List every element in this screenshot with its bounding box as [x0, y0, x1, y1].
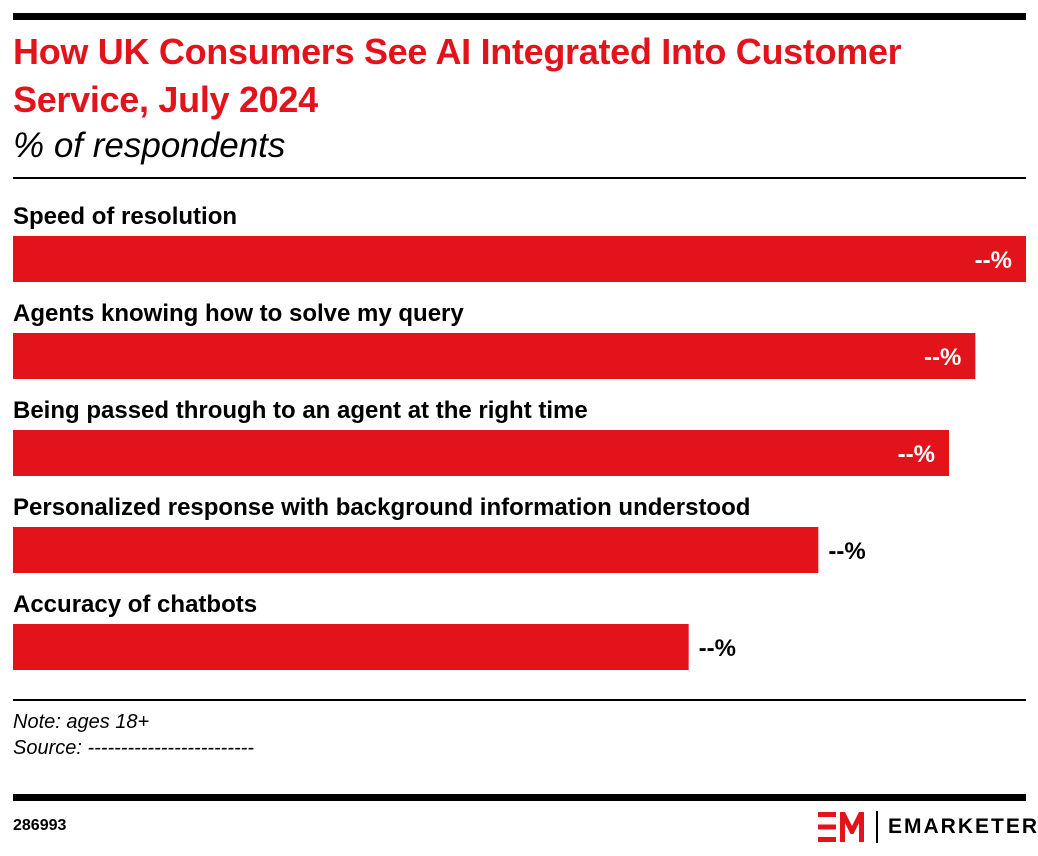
category-label: Personalized response with background in… — [13, 494, 750, 521]
value-label: --% — [975, 247, 1012, 274]
bar — [13, 236, 1026, 282]
bar-chart: Speed of resolution --% Agents knowing how… — [13, 203, 1026, 670]
emarketer-logo: EMARKETER — [818, 810, 1038, 844]
chart-id: 286993 — [13, 817, 67, 834]
chart-title: How UK Consumers See AI Integrated Into … — [13, 31, 902, 120]
logo-divider — [876, 811, 878, 843]
category-label: Agents knowing how to solve my query — [13, 300, 464, 327]
chart-subtitle: % of respondents — [13, 126, 286, 165]
category-label: Accuracy of chatbots — [13, 591, 257, 618]
value-label: --% — [924, 344, 961, 371]
value-label: --% — [828, 538, 865, 565]
source-text: Source: ------------------------- — [13, 737, 254, 759]
bar — [13, 624, 689, 670]
chart-notes: Note: ages 18+ Source: -----------------… — [13, 709, 254, 761]
brand-wordmark: EMARKETER — [888, 815, 1038, 838]
top-rule — [13, 13, 1026, 20]
bar — [13, 430, 950, 476]
bar — [13, 527, 819, 573]
footer-rule — [13, 699, 1026, 701]
category-label: Being passed through to an agent at the … — [13, 397, 588, 424]
value-label: --% — [699, 635, 736, 662]
bar — [13, 333, 976, 379]
header-rule — [13, 177, 1026, 179]
value-label: --% — [898, 441, 935, 468]
note-text: Note: ages 18+ — [13, 711, 150, 733]
em-logo-icon — [818, 812, 864, 842]
bottom-rule — [13, 794, 1026, 801]
category-label: Speed of resolution — [13, 203, 237, 230]
